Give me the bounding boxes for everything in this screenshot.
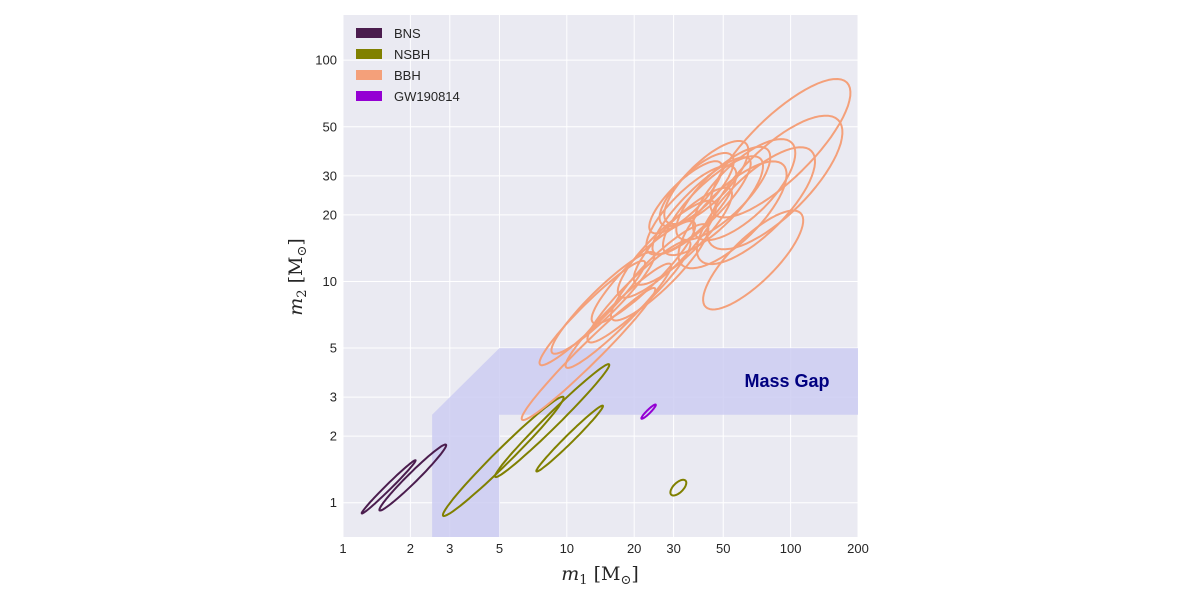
x-tick-label: 10 [560,541,574,556]
y-tick-label: 5 [330,341,337,356]
x-tick-labels: 1 2 3 5 10 20 30 50 100 200 [339,541,868,556]
bns-contour [378,443,448,512]
x-axis-sub: 1 [579,573,587,588]
nsbh-contour [441,395,565,518]
x-axis-unit-sub: ⊙ [620,573,631,588]
mass-gap-region [432,348,858,537]
x-tick-label: 2 [407,541,414,556]
y-axis-unit: [M [285,257,307,284]
nsbh-contour [494,363,611,479]
legend-label: BBH [394,68,421,83]
x-tick-label: 200 [847,541,869,556]
y-tick-label: 1 [330,495,337,510]
y-tick-label: 3 [330,390,337,405]
bbh-contour [709,78,852,219]
x-tick-label: 50 [716,541,730,556]
bbh-contour [645,164,738,256]
y-axis-close: ] [285,238,307,245]
x-tick-label: 3 [446,541,453,556]
legend-swatch [356,49,382,59]
bbh-contour [586,239,692,344]
legend-swatch [356,28,382,38]
y-tick-label: 30 [323,168,337,183]
x-tick-label: 1 [339,541,346,556]
x-axis-label: m1 [M⊙] [561,563,639,588]
x-axis-var: m [561,563,579,585]
legend-label: NSBH [394,47,430,62]
legend-label: GW190814 [394,89,460,104]
grid [342,15,859,537]
legend-swatch [356,91,382,101]
x-tick-label: 20 [627,541,641,556]
bbh-contour [695,146,816,266]
x-axis-unit: [M [594,563,621,585]
bns-contour [360,459,417,515]
legend-label: BNS [394,26,421,41]
x-tick-label: 5 [496,541,503,556]
mass-gap-band [432,348,858,537]
legend-swatch [356,70,382,80]
y-tick-label: 50 [323,119,337,134]
y-axis-unit-sub: ⊙ [295,246,310,257]
y-tick-labels: 1 2 3 5 10 20 30 50 100 [315,53,337,511]
y-tick-label: 2 [330,429,337,444]
y-tick-label: 100 [315,53,337,68]
bbh-contour [677,160,788,270]
x-axis-close: ] [631,563,638,585]
gw190814-contour [640,403,657,420]
bbh-contour [706,114,844,251]
plot-background [343,15,858,537]
legend: BNS NSBH BBH GW190814 [356,26,460,104]
x-tick-label: 30 [666,541,680,556]
mass-gap-label: Mass Gap [744,371,829,391]
y-axis-sub: 2 [295,289,310,297]
y-axis-label: m2 [M⊙] [285,238,310,316]
x-tick-label: 100 [780,541,802,556]
bbh-contour [632,186,733,286]
nsbh-contour [535,404,604,473]
contours [360,78,852,518]
bbh-contour [550,251,656,355]
bbh-contour [702,209,805,311]
bbh-contour [692,138,797,242]
bbh-contour [610,223,710,322]
nsbh-contour [669,478,688,497]
y-tick-label: 10 [323,274,337,289]
y-tick-label: 20 [323,207,337,222]
y-axis-var: m [285,298,307,316]
